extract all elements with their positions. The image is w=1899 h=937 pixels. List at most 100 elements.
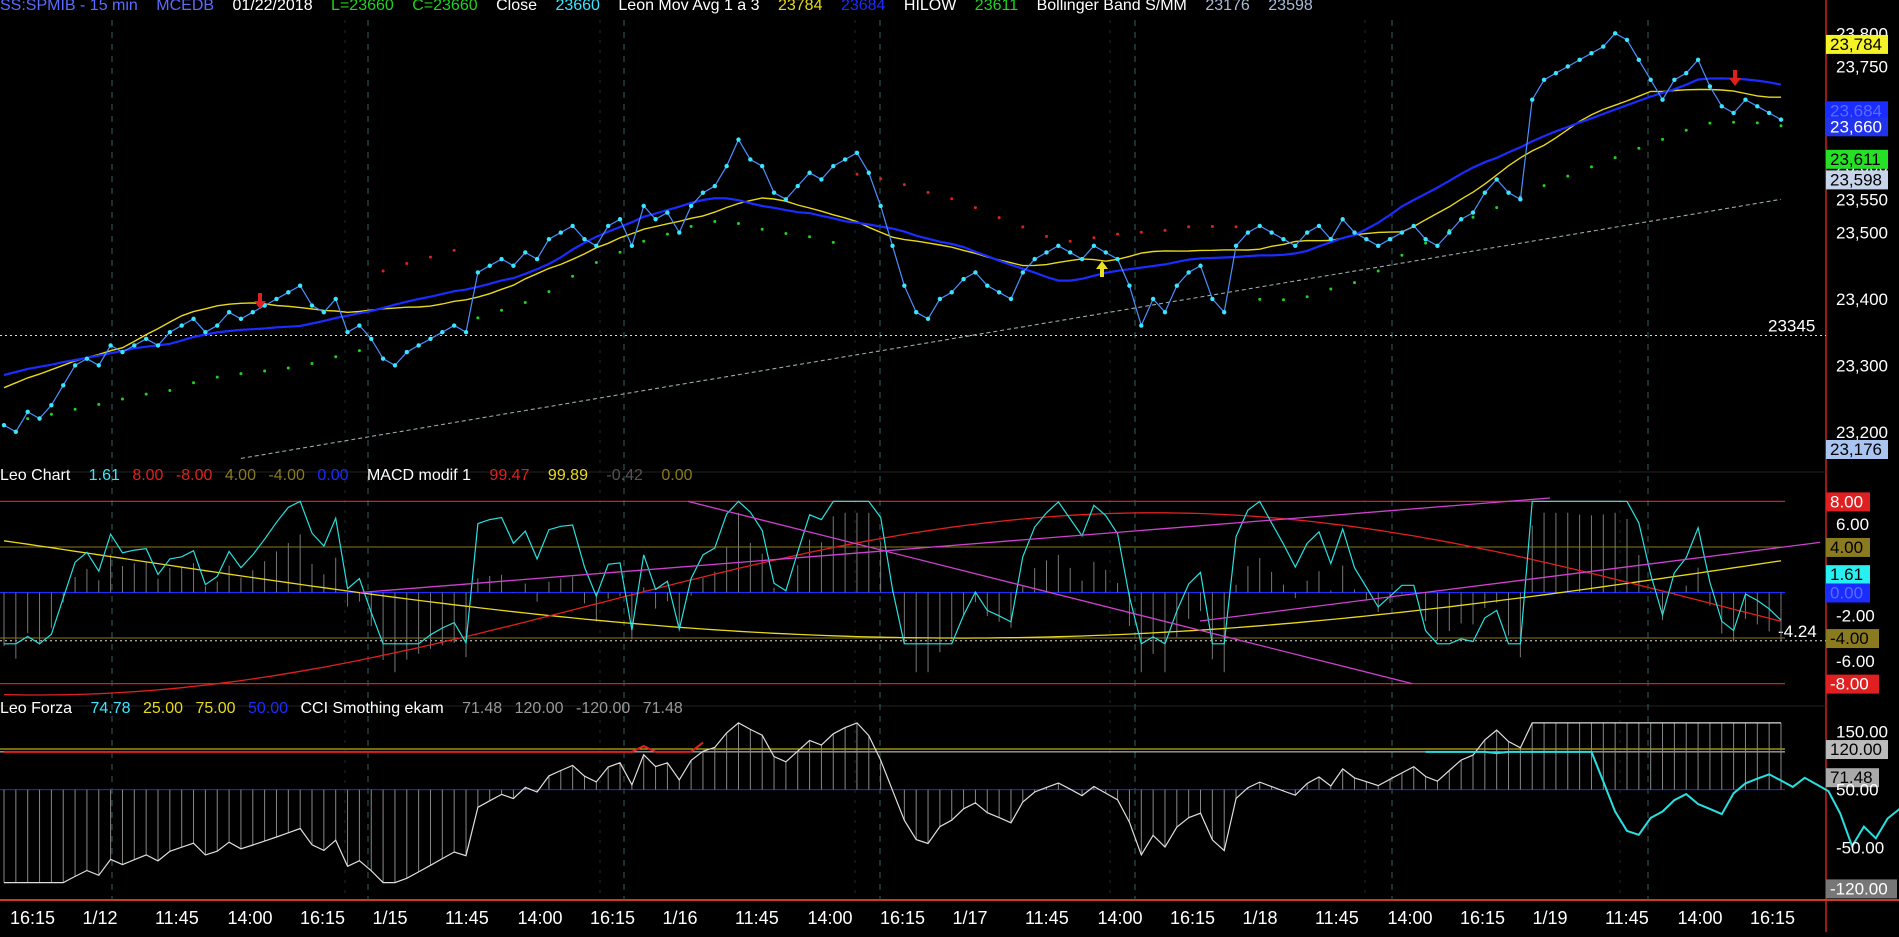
label-blue-23660-bg: [1826, 117, 1888, 137]
hilow-dot: [500, 308, 504, 312]
close-point: [120, 349, 125, 355]
cci-cyan-line: [1425, 750, 1899, 849]
close-point: [1281, 236, 1286, 242]
hilow-dot: [1281, 298, 1285, 302]
hilow-dot: [1755, 121, 1759, 125]
close-line: [3, 32, 1782, 433]
close-point: [1376, 243, 1381, 249]
close-point: [215, 323, 220, 328]
macd-value-4: 4.00: [224, 467, 256, 484]
x-tick-12: 16:15: [880, 908, 925, 928]
close-point: [1115, 256, 1120, 262]
hilow-dot: [997, 216, 1001, 220]
macd-y-tick-5: -2.00: [1836, 606, 1875, 625]
cci-c2: 120.00: [514, 700, 564, 717]
hilow-title: HILOW: [903, 0, 957, 14]
cci-value-3: 75.00: [195, 700, 236, 717]
x-tick-8: 16:15: [590, 908, 635, 928]
close-point: [629, 243, 635, 249]
x-tick-0: 16:15: [10, 908, 55, 928]
x-tick-11: 14:00: [808, 908, 853, 928]
close-point: [1624, 37, 1630, 43]
close-point: [1684, 70, 1689, 76]
bollinger-value-1: 23176: [1205, 0, 1250, 14]
hilow-dot: [1092, 236, 1096, 240]
close-point: [1352, 230, 1357, 235]
close-point: [321, 310, 327, 315]
hilow-dot: [452, 248, 456, 252]
close-point: [1103, 250, 1108, 255]
close-point: [1056, 243, 1061, 249]
label-blue-23684-bg: [1826, 101, 1888, 121]
close-point: [96, 363, 101, 368]
close-point: [1648, 77, 1653, 82]
x-tick-22: 11:45: [1605, 908, 1649, 928]
close-point: [1470, 210, 1476, 215]
close-point: [1707, 84, 1713, 89]
cci-c4: 71.48: [642, 700, 683, 717]
signal-arrow-down: [1729, 70, 1741, 86]
hilow-dot: [1068, 239, 1072, 243]
close-point: [677, 230, 682, 235]
close-point: [1020, 270, 1026, 275]
x-tick-17: 1/18: [1243, 908, 1278, 928]
close-point: [1387, 236, 1393, 242]
hilow-dot: [571, 274, 575, 278]
hilow-dot: [428, 255, 432, 259]
close-point: [274, 296, 279, 302]
hilow-dot: [1234, 225, 1238, 229]
close-point: [617, 217, 623, 222]
close-point: [1257, 223, 1262, 229]
cci-y-tick-1-bg: [1826, 740, 1888, 760]
cci-title: CCI Smothing ekam: [300, 700, 444, 717]
close-point: [1565, 64, 1570, 69]
close-point: [499, 256, 504, 262]
macd-header: Leo Chart 1.61 8.00 -8.00 4.00 -4.00 0.0…: [0, 467, 706, 485]
close-point: [558, 230, 563, 235]
hilow-dot: [594, 261, 598, 265]
hilow-value: 23611: [974, 0, 1019, 14]
price-y-tick-4: 23,500: [1836, 224, 1888, 243]
close-point: [428, 336, 433, 342]
price-ref-label: 23345: [1768, 316, 1815, 335]
close-point: [1435, 243, 1440, 249]
hilow-dot: [1163, 228, 1167, 232]
close-point: [84, 356, 90, 361]
close-point: [1198, 263, 1203, 268]
leo-chart-title: Leo Chart: [0, 467, 71, 484]
close-point: [380, 356, 386, 361]
close-point: [1553, 70, 1559, 76]
close-point: [1731, 110, 1736, 116]
close-point: [1541, 77, 1547, 82]
close-point: [333, 296, 338, 302]
hilow-dot: [26, 417, 30, 421]
close-point: [712, 183, 717, 189]
hilow-dot: [334, 355, 338, 359]
hilow-dot: [144, 392, 148, 396]
close-point: [546, 236, 552, 242]
macd-y-tick-7: -6.00: [1836, 652, 1875, 671]
close-point: [1506, 190, 1511, 195]
hilow-dot: [808, 235, 812, 239]
close-point: [404, 349, 409, 355]
macd-y-tick-4: 0.00: [1830, 584, 1863, 603]
macd-value-2: 8.00: [132, 467, 164, 484]
close-point: [973, 270, 978, 275]
close-point: [179, 323, 184, 328]
close-point: [688, 203, 694, 209]
close-point: [262, 303, 267, 308]
close-point: [807, 170, 812, 175]
close-point: [582, 236, 587, 242]
close-point: [913, 310, 919, 315]
x-tick-18: 11:45: [1315, 908, 1359, 928]
x-tick-10: 11:45: [735, 908, 779, 928]
close-point: [1150, 296, 1156, 302]
cci-y-tick-0: 150.00: [1836, 723, 1888, 742]
hilow-dot: [286, 366, 290, 370]
close-point: [49, 403, 54, 408]
cci-y-tick-3: 50.00: [1836, 781, 1879, 800]
close-point: [203, 329, 208, 335]
price-y-tick-6: 23,300: [1836, 356, 1888, 375]
close-point: [996, 290, 1002, 295]
close-point: [1340, 217, 1345, 222]
